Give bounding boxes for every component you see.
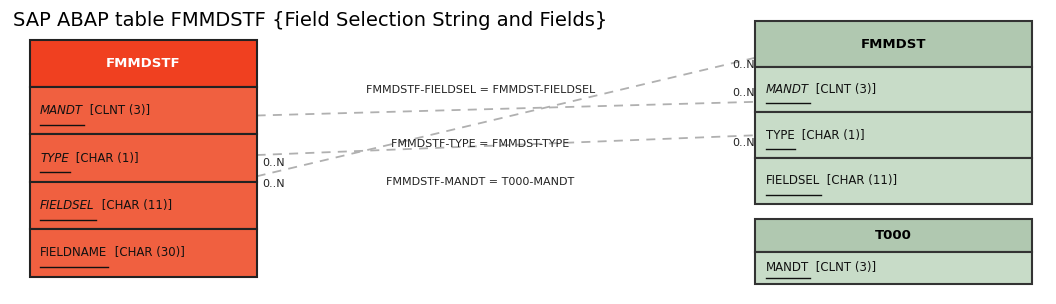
Bar [755,21,1032,67]
Text: TYPE: TYPE [40,152,69,164]
Text: [CLNT (3)]: [CLNT (3)] [812,83,875,96]
Text: MANDT: MANDT [40,104,83,117]
Text: FMMDST: FMMDST [861,38,926,50]
Text: FMMDSTF-TYPE = FMMDST-TYPE: FMMDSTF-TYPE = FMMDST-TYPE [392,140,569,149]
Text: [CHAR (1)]: [CHAR (1)] [72,152,138,164]
Bar [30,134,257,182]
Text: [CHAR (30)]: [CHAR (30)] [111,247,185,259]
Text: FMMDSTF: FMMDSTF [106,57,181,70]
Text: 0..N: 0..N [732,60,754,70]
Bar [30,87,257,134]
Text: TYPE: TYPE [766,129,794,142]
Text: [CLNT (3)]: [CLNT (3)] [87,104,150,117]
Text: FMMDSTF-FIELDSEL = FMMDST-FIELDSEL: FMMDSTF-FIELDSEL = FMMDST-FIELDSEL [365,85,596,95]
Text: [CHAR (11)]: [CHAR (11)] [823,174,898,187]
Text: 0..N: 0..N [262,158,284,168]
Text: [CHAR (11)]: [CHAR (11)] [98,199,172,212]
Bar [755,67,1032,112]
Text: 0..N: 0..N [732,88,754,98]
Text: 0..N: 0..N [262,179,284,189]
Text: [CLNT (3)]: [CLNT (3)] [812,261,876,275]
Text: 0..N: 0..N [732,138,754,148]
Bar [755,112,1032,158]
Bar [755,219,1032,251]
Bar [30,229,257,277]
Bar [755,158,1032,204]
Text: FMMDSTF-MANDT = T000-MANDT: FMMDSTF-MANDT = T000-MANDT [386,178,574,187]
Text: FIELDSEL: FIELDSEL [766,174,819,187]
Bar [755,251,1032,284]
Text: MANDT: MANDT [766,83,809,96]
Text: SAP ABAP table FMMDSTF {Field Selection String and Fields}: SAP ABAP table FMMDSTF {Field Selection … [13,11,607,30]
Text: [CHAR (1)]: [CHAR (1)] [797,129,864,142]
Text: FIELDNAME: FIELDNAME [40,247,108,259]
Bar [30,40,257,87]
Text: T000: T000 [875,229,911,242]
Text: MANDT: MANDT [766,261,809,275]
Bar [30,182,257,229]
Text: FIELDSEL: FIELDSEL [40,199,95,212]
